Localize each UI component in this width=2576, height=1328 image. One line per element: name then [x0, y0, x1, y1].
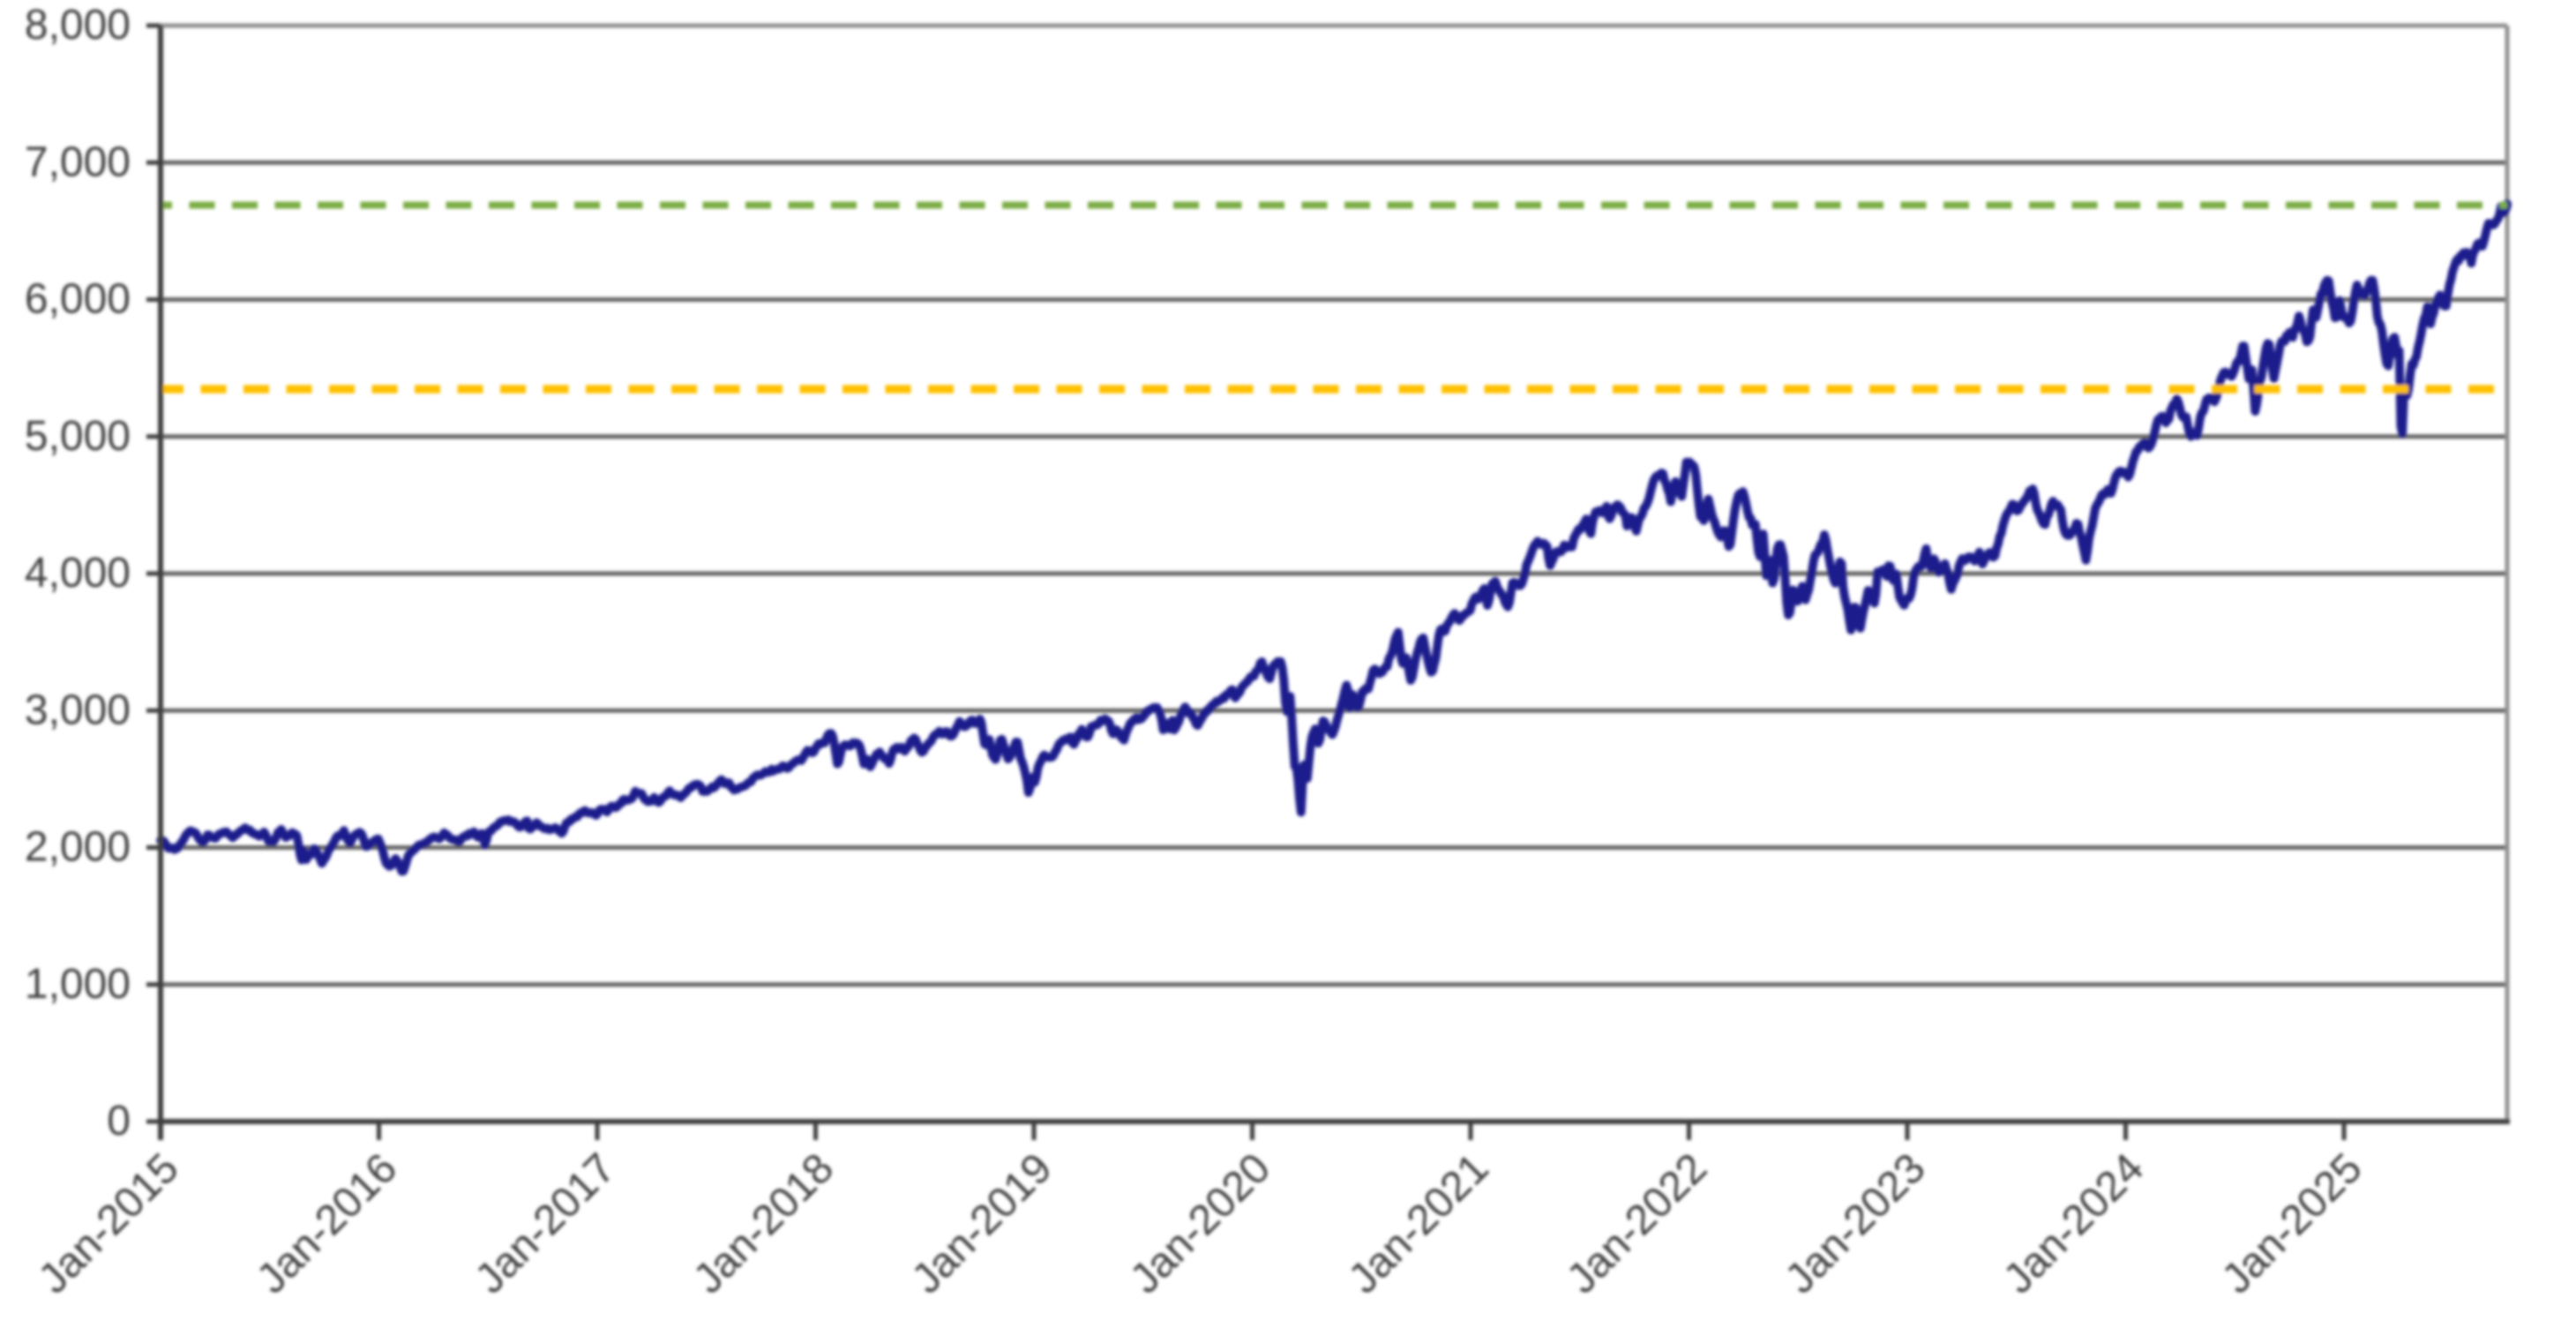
svg-text:4,000: 4,000: [25, 550, 131, 596]
svg-text:7,000: 7,000: [25, 139, 131, 185]
svg-text:8,000: 8,000: [25, 2, 131, 49]
svg-text:5,000: 5,000: [25, 413, 131, 460]
svg-text:6,000: 6,000: [25, 276, 131, 323]
svg-text:2,000: 2,000: [25, 824, 131, 871]
svg-text:1,000: 1,000: [25, 961, 131, 1008]
svg-text:3,000: 3,000: [25, 687, 131, 733]
svg-text:0: 0: [107, 1098, 131, 1144]
